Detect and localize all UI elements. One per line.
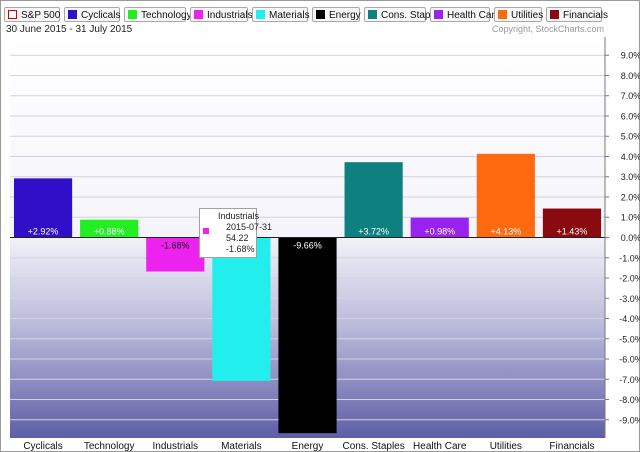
legend-label: Cons. Staples	[381, 10, 444, 21]
legend-item-industrials[interactable]: Industrials	[190, 7, 253, 22]
y-tick-label: -3.0%	[619, 294, 640, 304]
data-labels: +2.92% +0.88% -1.68% -9.66% +3.72% +0.98% +4.1…	[28, 227, 588, 251]
tooltip-name: Industrials	[218, 211, 260, 221]
bar-cyclicals	[13, 178, 73, 238]
y-tick-label: 3.0%	[621, 172, 640, 182]
x-tick-label: Technology	[84, 441, 135, 452]
legend-label: Materials	[269, 10, 310, 21]
legend-label: Health Care	[447, 10, 501, 21]
legend-label: Technology	[141, 10, 192, 21]
y-tick-label: 0.0%	[621, 233, 640, 243]
y-tick-label: -8.0%	[619, 395, 640, 405]
y-tick-label: 1.0%	[621, 213, 640, 223]
legend-label: Energy	[329, 10, 361, 21]
tooltip-value: 54.22	[226, 233, 249, 243]
bar-value-label: +0.88%	[94, 227, 125, 237]
bar-cons-staples	[344, 162, 403, 238]
hover-tooltip: Industrials 2015-07-31 54.22 -1.68%	[199, 208, 273, 258]
legend-label: Industrials	[207, 10, 253, 21]
y-tick-label: -9.0%	[619, 415, 640, 425]
bar-technology	[80, 219, 139, 238]
bar-value-label: -1.68%	[161, 241, 190, 251]
legend-swatch	[256, 10, 265, 19]
bar-value-label: +1.43%	[557, 227, 588, 237]
x-tick-label: Health Care	[413, 441, 467, 452]
legend-item-cons-staples[interactable]: Cons. Staples	[364, 7, 443, 22]
x-tick-label: Energy	[292, 441, 324, 452]
legend-swatch	[498, 10, 507, 19]
legend-swatch	[434, 10, 443, 19]
legend-swatch	[368, 10, 377, 19]
y-tick-label: -6.0%	[619, 355, 640, 365]
legend-label: S&P 500	[21, 10, 61, 21]
y-axis-ticks: 9.0% 8.0% 7.0% 6.0% 5.0% 4.0% 3.0% 2.0% 1.0% 0.0%…	[605, 51, 640, 425]
y-tick-label: -7.0%	[619, 375, 640, 385]
date-range: 30 June 2015 - 31 July 2015	[6, 24, 133, 35]
legend-item-cyclicals[interactable]: Cyclicals	[64, 7, 120, 22]
bar-value-label: +2.92%	[28, 227, 59, 237]
legend-swatch	[128, 10, 137, 19]
y-tick-label: 2.0%	[621, 192, 640, 202]
legend-item-sp500[interactable]: S&P 500	[4, 7, 60, 22]
legend-item-financials[interactable]: Financials	[546, 7, 608, 22]
bar-industrials	[146, 237, 205, 272]
legend-label: Cyclicals	[81, 10, 121, 21]
bar-financials	[542, 208, 602, 238]
copyright-text: Copyright, StockCharts.com	[491, 24, 604, 34]
legend-swatch	[68, 10, 77, 19]
legend-item-energy[interactable]: Energy	[312, 7, 361, 22]
x-tick-label: Financials	[549, 441, 594, 452]
bar-value-label: +3.72%	[358, 227, 389, 237]
bar-value-label: +4.13%	[490, 227, 521, 237]
y-tick-label: 8.0%	[621, 71, 640, 81]
tooltip-swatch	[203, 228, 209, 234]
tooltip-change: -1.68%	[226, 244, 255, 254]
bar-health-care	[410, 217, 469, 238]
y-tick-label: -4.0%	[619, 314, 640, 324]
x-tick-label: Utilities	[490, 441, 522, 452]
legend-swatch	[194, 10, 203, 19]
legend-swatch	[8, 10, 17, 19]
legend-label: Utilities	[511, 10, 544, 21]
x-axis-labels: Cyclicals Technology Industrials Materials E…	[23, 441, 594, 452]
y-tick-label: 6.0%	[621, 111, 640, 121]
bar-energy	[278, 237, 337, 434]
x-tick-label: Materials	[221, 441, 262, 452]
bar-value-label: -9.66%	[293, 241, 322, 251]
tooltip-date: 2015-07-31	[226, 222, 273, 232]
legend-item-health-care[interactable]: Health Care	[430, 7, 500, 22]
bar-utilities	[476, 153, 535, 238]
legend-swatch	[316, 10, 325, 19]
legend-swatch	[550, 10, 559, 19]
y-tick-label: 7.0%	[621, 91, 640, 101]
bar-materials	[212, 237, 271, 381]
bars	[13, 153, 602, 434]
y-tick-label: -2.0%	[619, 274, 640, 284]
x-tick-label: Cyclicals	[23, 441, 62, 452]
y-tick-label: 5.0%	[621, 132, 640, 142]
legend-item-technology[interactable]: Technology	[124, 7, 192, 22]
y-tick-label: 4.0%	[621, 152, 640, 162]
y-tick-label: -5.0%	[619, 334, 640, 344]
x-tick-label: Industrials	[152, 441, 198, 452]
legend-item-materials[interactable]: Materials	[252, 7, 310, 22]
y-tick-label: -1.0%	[619, 253, 640, 263]
legend-item-utilities[interactable]: Utilities	[494, 7, 544, 22]
legend-bar: S&P 500 Cyclicals Technology Industrials…	[2, 3, 638, 25]
x-tick-label: Cons. Staples	[342, 441, 404, 452]
y-tick-label: 9.0%	[621, 51, 640, 61]
bar-value-label: +0.98%	[424, 227, 455, 237]
legend-label: Financials	[563, 10, 609, 21]
